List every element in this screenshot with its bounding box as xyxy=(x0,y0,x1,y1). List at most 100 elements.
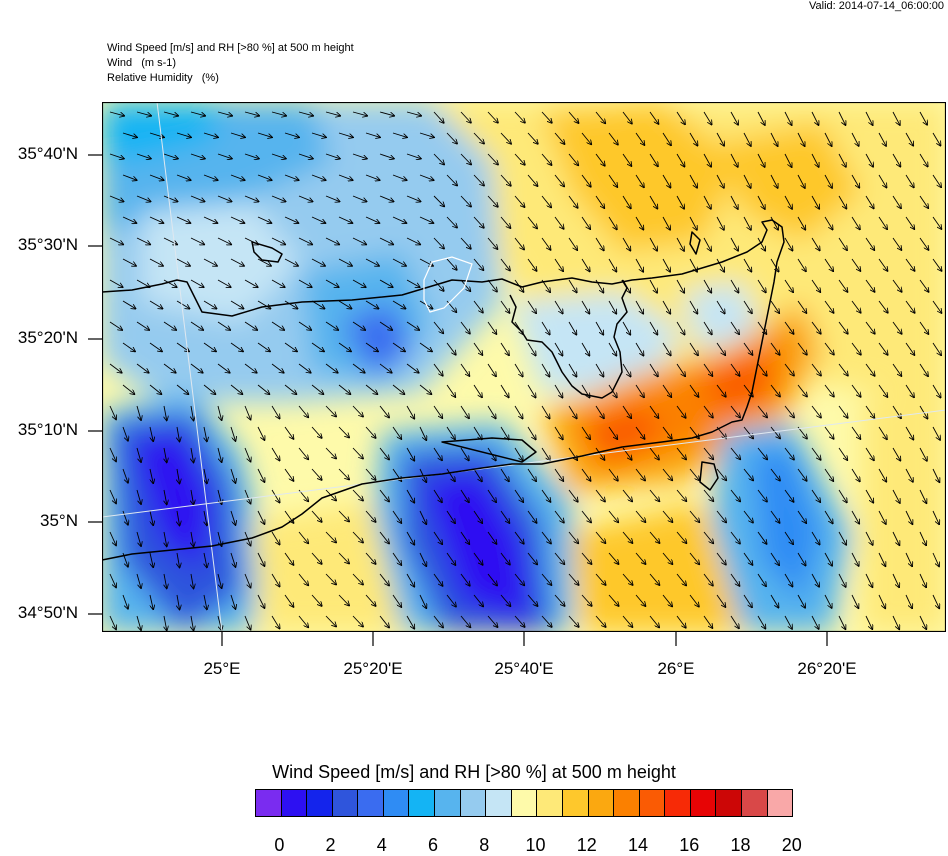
wind-arrow xyxy=(743,258,752,272)
colorbar-swatch xyxy=(588,790,615,816)
wind-arrow xyxy=(608,300,617,314)
wind-arrow xyxy=(109,111,125,116)
wind-arrow xyxy=(311,594,322,606)
wind-arrow xyxy=(487,111,498,123)
wind-arrow xyxy=(581,174,591,187)
wind-arrow xyxy=(473,132,484,144)
wind-arrow xyxy=(878,174,887,188)
lon-label-2: 25°20'E xyxy=(343,659,403,678)
wind-arrow xyxy=(730,279,739,293)
wind-arrow xyxy=(662,510,673,523)
wind-arrow xyxy=(122,342,135,352)
wind-arrow xyxy=(838,447,848,460)
wind-arrow xyxy=(865,573,873,588)
wind-arrow xyxy=(851,468,860,482)
wind-arrow xyxy=(406,615,415,629)
wind-arrow xyxy=(122,258,136,266)
wind-arrow xyxy=(838,279,848,292)
wind-arrow xyxy=(743,594,752,608)
wind-arrow xyxy=(473,258,484,271)
wind-arrow xyxy=(595,363,604,377)
wind-arrow xyxy=(878,132,886,146)
wind-arrow xyxy=(338,426,349,438)
wind-arrow xyxy=(878,216,887,230)
wind-arrow xyxy=(244,153,259,159)
wind-arrow xyxy=(487,363,496,377)
wind-arrow xyxy=(379,405,389,418)
wind-arrow xyxy=(541,447,550,461)
wind-arrow xyxy=(406,111,422,116)
wind-arrow xyxy=(581,552,592,564)
wind-arrow xyxy=(419,384,432,394)
wind-arrow xyxy=(784,447,794,460)
wind-arrow xyxy=(838,531,846,545)
wind-arrow xyxy=(487,531,497,544)
wind-arrow xyxy=(406,489,415,503)
wind-arrow xyxy=(487,573,497,586)
wind-arrow xyxy=(149,300,163,309)
wind-arrow xyxy=(622,405,631,419)
wind-arrow xyxy=(136,573,141,588)
wind-arrow xyxy=(622,489,632,502)
wind-arrow xyxy=(257,384,270,394)
wind-arrow xyxy=(851,426,861,439)
wind-subtitle: Wind (m s-1) xyxy=(107,57,177,69)
wind-arrow xyxy=(662,258,670,272)
wind-arrow xyxy=(824,510,833,524)
wind-arrow xyxy=(500,258,510,271)
wind-arrow xyxy=(177,426,180,442)
wind-arrow xyxy=(244,321,258,330)
wind-arrow xyxy=(919,489,927,504)
wind-arrow xyxy=(581,426,590,440)
wind-arrow xyxy=(325,573,336,585)
wind-arrow xyxy=(271,153,286,159)
wind-arrow xyxy=(797,342,807,355)
wind-arrow xyxy=(784,615,792,629)
wind-arrow xyxy=(878,426,887,440)
wind-arrow xyxy=(676,615,686,628)
wind-vectors xyxy=(109,111,942,631)
wind-arrow xyxy=(730,405,740,418)
wind-arrow xyxy=(919,153,928,167)
wind-arrow xyxy=(244,279,258,287)
wind-arrow xyxy=(662,594,672,607)
wind-arrow xyxy=(338,132,353,137)
wind-arrow xyxy=(743,174,751,188)
colorbar-swatch xyxy=(307,790,333,816)
wind-arrow xyxy=(271,489,280,503)
wind-arrow xyxy=(163,321,177,330)
wind-arrow xyxy=(770,510,780,523)
wind-arrow xyxy=(379,237,394,245)
wind-arrow xyxy=(284,300,298,309)
wind-arrow xyxy=(757,489,767,502)
colorbar-tick-label: 18 xyxy=(730,835,751,855)
wind-arrow xyxy=(203,342,216,352)
wind-arrow xyxy=(514,195,525,207)
wind-arrow xyxy=(257,300,271,309)
wind-arrow xyxy=(109,615,116,630)
wind-arrow xyxy=(622,531,633,543)
wind-arrow xyxy=(271,405,280,419)
wind-arrow xyxy=(905,258,915,271)
wind-arrow xyxy=(244,489,251,504)
wind-arrow xyxy=(419,510,427,525)
wind-arrow xyxy=(190,363,203,373)
wind-arrow xyxy=(298,279,312,287)
wind-arrow xyxy=(406,531,415,545)
wind-arrow xyxy=(932,132,941,146)
colorbar-tick-label: 6 xyxy=(428,835,439,855)
wind-arrow xyxy=(811,279,821,292)
wind-arrow xyxy=(433,489,442,503)
wind-arrow xyxy=(271,447,280,461)
wind-arrow xyxy=(149,216,164,223)
wind-arrow xyxy=(230,552,236,567)
wind-arrow xyxy=(581,216,590,229)
wind-arrow xyxy=(109,321,123,330)
wind-arrow xyxy=(689,300,698,314)
wind-arrow xyxy=(716,300,725,314)
wind-arrow xyxy=(136,153,151,159)
wind-arrow xyxy=(824,258,833,272)
wind-arrow xyxy=(635,216,644,230)
wind-arrow xyxy=(676,111,685,125)
colorbar-swatch xyxy=(562,790,589,816)
